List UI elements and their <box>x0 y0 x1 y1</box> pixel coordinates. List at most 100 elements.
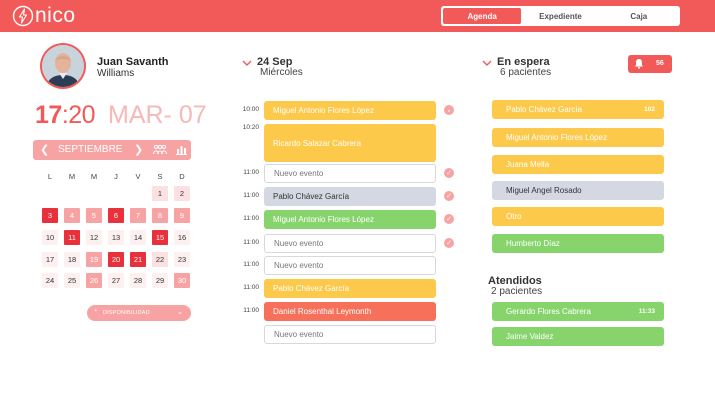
patient-name: Miguel Angel Rosado <box>506 186 582 195</box>
time-minute: :20 <box>61 101 96 129</box>
calendar-day[interactable]: 20 <box>108 252 124 267</box>
attended-title: Atendidos <box>488 275 542 287</box>
appointment-item[interactable]: Pablo Chávez García <box>264 187 436 206</box>
calendar-day[interactable]: 1 <box>152 186 168 201</box>
calendar-day[interactable]: 29 <box>152 273 168 288</box>
appointment-item[interactable]: Pablo Chávez García <box>264 279 436 298</box>
waiting-title: En espera <box>497 56 550 68</box>
tab-expediente[interactable]: Expediente <box>539 11 582 21</box>
calendar-day[interactable]: 27 <box>108 273 124 288</box>
check-icon[interactable]: ✓ <box>444 238 454 248</box>
calendar-day[interactable]: 24 <box>42 273 58 288</box>
weekday-label: S <box>157 172 163 181</box>
slot-time: 11:00 <box>243 284 259 291</box>
avatar[interactable] <box>40 43 86 89</box>
location-pin-icon[interactable]: ● <box>444 105 454 115</box>
calendar-day[interactable]: 30 <box>174 273 190 288</box>
slot-time: 11:00 <box>243 261 259 268</box>
user-last-name: Williams <box>97 68 135 79</box>
weekday-label: D <box>179 172 185 181</box>
calendar-day[interactable]: 25 <box>64 273 80 288</box>
check-icon[interactable]: ✓ <box>444 214 454 224</box>
calendar-day[interactable]: 5 <box>86 208 102 223</box>
month-label: SEPTIEMBRE <box>58 144 123 155</box>
patient-name: Otro <box>506 212 522 221</box>
calendar-day[interactable]: 15 <box>152 230 168 245</box>
appointment-item[interactable]: Miguel Antonio Flores López <box>264 210 436 229</box>
calendar-day[interactable]: 22 <box>152 252 168 267</box>
tab-caja[interactable]: Caja <box>630 11 648 21</box>
waiting-patient[interactable]: Otro <box>492 207 664 226</box>
chevron-right-icon[interactable]: ❯ <box>134 144 144 156</box>
calendar-day[interactable]: 17 <box>42 252 58 267</box>
waiting-patient[interactable]: Miguel Antonio Flores López <box>492 128 664 147</box>
calendar-day[interactable]: 28 <box>130 273 146 288</box>
user-photo <box>42 45 84 87</box>
calendar-day[interactable]: 21 <box>130 252 146 267</box>
weekday-label: L <box>47 172 53 181</box>
new-event-slot[interactable]: Nuevo evento <box>264 234 436 253</box>
patient-name: Gerardo Flores Cabrera <box>506 307 591 316</box>
notifications-button[interactable]: 56 <box>628 55 672 73</box>
chevron-down-icon[interactable] <box>242 60 252 67</box>
slot-time: 11:00 <box>243 239 259 246</box>
month-selector: ❮ SEPTIEMBRE ❯ <box>33 140 191 160</box>
appointment-item[interactable]: Ricardo Salazar Cabrera <box>264 124 436 162</box>
chevron-down-icon[interactable] <box>482 60 492 67</box>
calendar-day[interactable]: 26 <box>86 273 102 288</box>
calendar-day[interactable]: 13 <box>108 230 124 245</box>
calendar-day[interactable]: 9 <box>174 208 190 223</box>
calendar-day[interactable]: 18 <box>64 252 80 267</box>
top-bar: nico Agenda Expediente Caja <box>0 0 715 32</box>
chevron-down-icon: ⌄ <box>177 309 183 316</box>
waiting-patient[interactable]: Miguel Angel Rosado <box>492 181 664 200</box>
waiting-count: 6 pacientes <box>500 67 552 78</box>
lightning-icon <box>12 5 34 27</box>
user-first-name: Juan Savanth <box>97 56 169 68</box>
tab-agenda[interactable]: Agenda <box>443 8 522 24</box>
availability-dropdown[interactable]: ◔ DISPONIBILIDAD ⌄ <box>87 305 191 321</box>
calendar-day[interactable]: 16 <box>174 230 190 245</box>
appointment-item[interactable]: Daniel Rosenthal Leymonth <box>264 302 436 321</box>
new-event-slot[interactable]: Nuevo evento <box>264 256 436 275</box>
calendar-day[interactable]: 23 <box>174 252 190 267</box>
new-event-slot[interactable]: Nuevo evento <box>264 164 436 183</box>
weekday-label: M <box>68 172 76 181</box>
calendar-day[interactable]: 12 <box>86 230 102 245</box>
availability-label: DISPONIBILIDAD <box>103 310 150 316</box>
calendar-day[interactable]: 4 <box>64 208 80 223</box>
check-icon[interactable]: ✓ <box>444 191 454 201</box>
calendar-day[interactable]: 11 <box>64 230 80 245</box>
calendar-day[interactable]: 10 <box>42 230 58 245</box>
agenda-weekday: Miércoles <box>260 67 303 78</box>
waiting-patient[interactable]: Juana Mella <box>492 155 664 174</box>
calendar-day[interactable]: 7 <box>130 208 146 223</box>
weekday-label: J <box>114 172 118 181</box>
appointment-item[interactable]: Miguel Antonio Flores López <box>264 101 436 120</box>
people-icon[interactable] <box>153 144 167 155</box>
new-event-slot[interactable]: Nuevo evento <box>264 325 436 344</box>
patient-meta: 102 <box>644 106 655 113</box>
app-logo[interactable]: nico <box>12 4 76 27</box>
chevron-left-icon[interactable]: ❮ <box>40 144 50 156</box>
bell-icon <box>635 59 643 69</box>
patient-name: Miguel Antonio Flores López <box>506 133 607 142</box>
current-date: MAR- 07 <box>108 101 207 129</box>
calendar-day[interactable]: 3 <box>42 208 58 223</box>
patient-name: Pablo Chávez García <box>506 105 583 114</box>
calendar-day[interactable]: 2 <box>174 186 190 201</box>
attended-patient[interactable]: Jaime Valdez <box>492 327 664 346</box>
calendar-day[interactable]: 19 <box>86 252 102 267</box>
waiting-patient[interactable]: Humberto Díaz <box>492 234 664 253</box>
agenda-date: 24 Sep <box>257 56 293 68</box>
calendar-day[interactable]: 6 <box>108 208 124 223</box>
clock-icon: ◔ <box>93 308 98 315</box>
attended-patient[interactable]: Gerardo Flores Cabrera 11:33 <box>492 302 664 321</box>
logo-text: nico <box>35 4 76 27</box>
calendar-day[interactable]: 14 <box>130 230 146 245</box>
calendar-day[interactable]: 8 <box>152 208 168 223</box>
waiting-patient[interactable]: Pablo Chávez García 102 <box>492 100 664 119</box>
patient-name: Humberto Díaz <box>506 239 560 248</box>
bar-chart-icon[interactable] <box>176 144 187 155</box>
check-icon[interactable]: ✓ <box>444 168 454 178</box>
